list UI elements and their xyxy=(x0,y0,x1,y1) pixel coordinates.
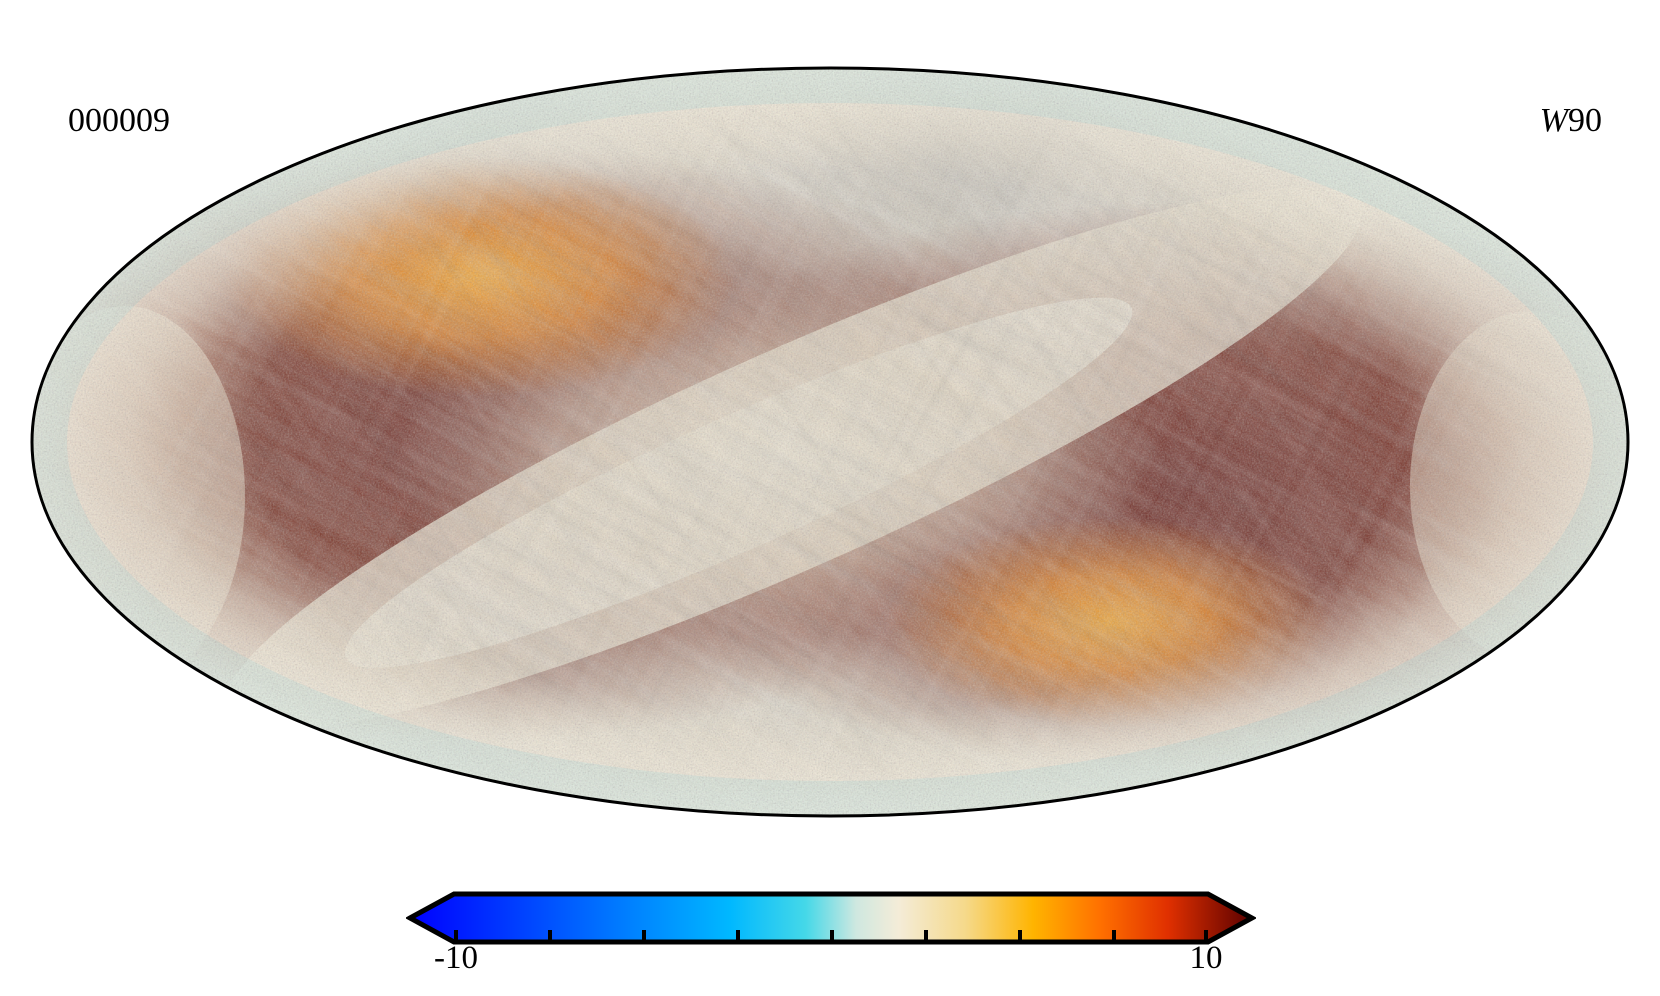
colorbar: -10 10 xyxy=(406,890,1256,996)
map-outline xyxy=(30,66,1630,818)
band-letter: W xyxy=(1539,102,1568,139)
sky-map xyxy=(30,66,1630,818)
frequency-band-label: W90 xyxy=(1540,104,1602,138)
colorbar-canvas xyxy=(406,891,1256,945)
colorbar-ticks xyxy=(454,930,1208,942)
colorbar-min-label: -10 xyxy=(434,940,478,976)
map-id-label: 000009 xyxy=(68,102,170,139)
sky-map-canvas xyxy=(30,66,1630,818)
sky-map-data-layer xyxy=(32,68,1628,816)
colorbar-max-label: 10 xyxy=(1189,940,1223,976)
band-number: 90 xyxy=(1568,102,1602,139)
